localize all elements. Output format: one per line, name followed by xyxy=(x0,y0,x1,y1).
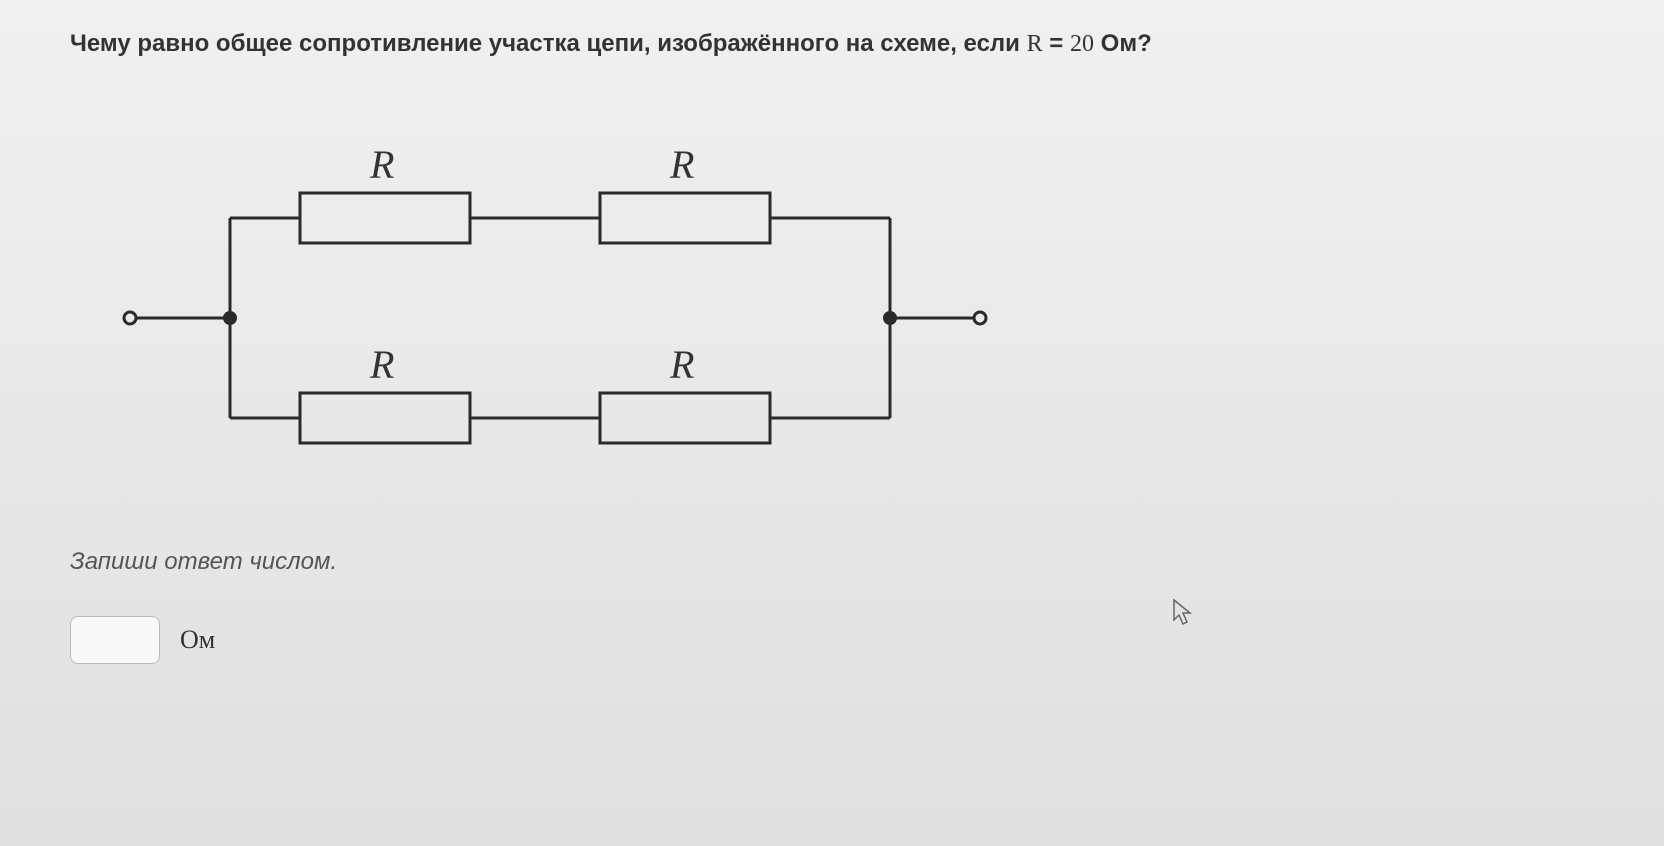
answer-input[interactable] xyxy=(70,616,160,664)
question-unit: Ом? xyxy=(1094,30,1152,57)
question-prefix: Чему равно общее сопротивление участка ц… xyxy=(70,30,1027,57)
circuit-diagram: R R R R xyxy=(100,108,1000,488)
instruction-text: Запиши ответ числом. xyxy=(70,548,1594,576)
resistor-r1 xyxy=(300,193,470,243)
circuit-svg: R R R R xyxy=(100,108,1000,488)
unit-label: Ом xyxy=(180,625,215,655)
resistor-r4 xyxy=(600,393,770,443)
resistor-r2 xyxy=(600,193,770,243)
cursor-icon xyxy=(1172,598,1194,626)
left-terminal-icon xyxy=(124,312,136,324)
r3-label: R xyxy=(369,342,394,387)
question-text: Чему равно общее сопротивление участка ц… xyxy=(70,30,1594,58)
resistor-r3 xyxy=(300,393,470,443)
question-equals: = xyxy=(1043,30,1070,57)
right-terminal-icon xyxy=(974,312,986,324)
question-value: 20 xyxy=(1070,31,1094,57)
answer-row: Ом xyxy=(70,616,1594,664)
r2-label: R xyxy=(669,142,694,187)
r1-label: R xyxy=(369,142,394,187)
r4-label: R xyxy=(669,342,694,387)
question-var: R xyxy=(1027,31,1043,57)
